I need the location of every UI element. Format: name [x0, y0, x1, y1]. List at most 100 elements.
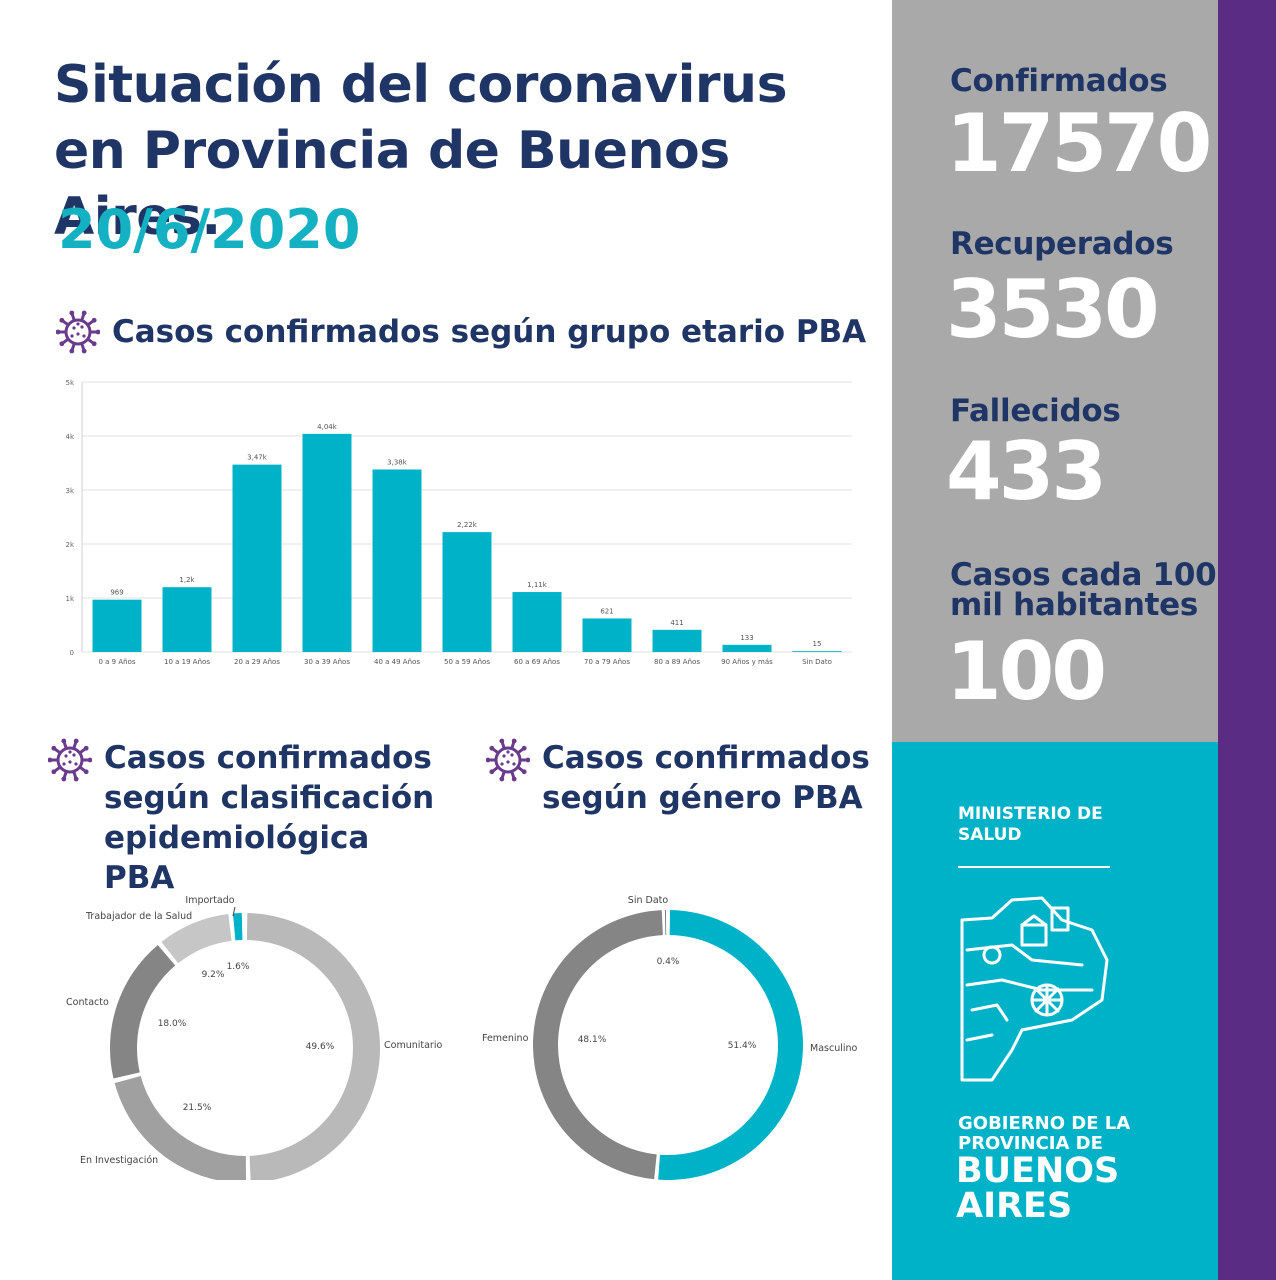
government-line3: BUENOS: [956, 1151, 1120, 1191]
donut-slice: [665, 910, 667, 936]
virus-spike-tip: [51, 745, 57, 751]
age-chart-heading: Casos confirmados según grupo etario PBA: [56, 310, 866, 354]
bar: [442, 532, 492, 652]
x-tick-label: 90 Años y más: [721, 658, 773, 666]
virus-spike-tip: [69, 310, 75, 316]
virus-dot: [82, 334, 86, 338]
virus-spike-tip: [87, 757, 92, 763]
virus-spike-tip: [511, 776, 517, 782]
virus-spike-tip: [83, 745, 89, 751]
slice-percent-label: 1.6%: [227, 962, 250, 972]
virus-spike-tip: [486, 757, 491, 763]
confirmed-label: Confirmados: [950, 63, 1168, 99]
slice-percent-label: 9.2%: [202, 970, 225, 980]
gender-chart-heading: Casos confirmados según género PBA: [486, 738, 872, 818]
confirmed-value: 17570: [946, 97, 1212, 190]
virus-dot: [64, 754, 68, 758]
x-tick-label: 40 a 49 Años: [374, 658, 420, 666]
x-tick-label: 50 a 59 Años: [444, 658, 490, 666]
age-chart-title: Casos confirmados según grupo etario PBA: [112, 314, 867, 350]
virus-spike-tip: [521, 745, 527, 751]
x-tick-label: 0 a 9 Años: [98, 658, 135, 666]
virus-dot: [70, 334, 74, 338]
slice-name-label: Contacto: [66, 997, 109, 1008]
ministry-label: MINISTERIO DE SALUD: [958, 804, 1103, 845]
virus-dot: [68, 750, 72, 754]
bar: [722, 644, 772, 652]
bar-value-label: 3,38k: [387, 458, 408, 466]
government-line4: AIRES: [956, 1186, 1073, 1226]
bar-value-label: 411: [670, 619, 683, 627]
virus-icon: [56, 310, 100, 354]
virus-spike-tip: [59, 341, 65, 347]
donut-slice: [114, 1076, 247, 1180]
x-tick-label: 70 a 79 Años: [584, 658, 630, 666]
x-tick-label: 20 a 29 Años: [234, 658, 280, 666]
bar-value-label: 2,22k: [457, 521, 478, 529]
bar: [512, 592, 562, 652]
y-tick-label: 2k: [65, 541, 74, 549]
virus-spike-tip: [83, 769, 89, 775]
virus-dot: [510, 753, 514, 757]
virus-icon: [48, 738, 92, 782]
slice-name-label: Femenino: [482, 1033, 529, 1044]
virus-spike-tip: [48, 757, 53, 763]
donut-slice: [246, 913, 380, 1180]
virus-spike-tip: [51, 769, 57, 775]
virus-dot: [72, 326, 76, 330]
government-line1: GOBIERNO DE LA: [958, 1113, 1131, 1134]
virus-dot: [506, 750, 510, 754]
virus-spike-tip: [61, 776, 67, 782]
leader-line: [232, 906, 236, 917]
government-line2: PROVINCIA DE: [958, 1133, 1103, 1154]
donut-slice: [110, 944, 176, 1079]
slice-name-label: Importado: [185, 895, 234, 906]
y-tick-label: 3k: [65, 487, 74, 495]
virus-spike-tip: [81, 348, 87, 354]
decorative-strip: [1218, 0, 1276, 1280]
slice-percent-label: 18.0%: [158, 1019, 187, 1029]
rate-value: 100: [946, 625, 1107, 718]
bar: [582, 618, 632, 652]
x-tick-label: 10 a 19 Años: [164, 658, 210, 666]
bar-value-label: 969: [110, 589, 123, 597]
x-tick-label: 80 a 89 Años: [654, 658, 700, 666]
donut-slice: [232, 913, 243, 941]
slice-name-label: En Investigación: [80, 1155, 158, 1166]
x-tick-label: 30 a 39 Años: [304, 658, 350, 666]
epidemiological-donut-chart: 49.6% Comunitario 21.5% En Investigación 18.…: [66, 895, 442, 1180]
y-tick-label: 5k: [65, 379, 74, 387]
x-tick-label: 60 a 69 Años: [514, 658, 560, 666]
virus-dot: [74, 762, 78, 766]
donut-slice: [161, 914, 232, 964]
slice-percent-label: 49.6%: [306, 1042, 335, 1052]
y-tick-label: 1k: [65, 595, 74, 603]
virus-spike-tip: [59, 317, 65, 323]
virus-spike-tip: [489, 769, 495, 775]
divider: [958, 866, 1110, 868]
bar-value-label: 3,47k: [247, 454, 268, 462]
slice-percent-label: 51.4%: [728, 1041, 757, 1051]
virus-spike-tip: [91, 317, 97, 323]
virus-dot: [506, 760, 510, 764]
virus-icon: [486, 738, 530, 782]
virus-dot: [72, 753, 76, 757]
x-tick-label: Sin Dato: [802, 658, 832, 666]
slice-name-label: Trabajador de la Salud: [85, 911, 192, 922]
virus-dot: [76, 322, 80, 326]
virus-spike-tip: [521, 769, 527, 775]
recovered-label: Recuperados: [950, 226, 1174, 262]
page-title: Situación del coronavirus en Provincia d…: [54, 55, 788, 247]
recovered-value: 3530: [946, 263, 1160, 356]
donut-slice: [658, 910, 803, 1180]
virus-spike-tip: [511, 738, 517, 744]
slice-percent-label: 21.5%: [183, 1103, 212, 1113]
bar-value-label: 1,2k: [179, 576, 195, 584]
virus-spike-tip: [499, 776, 505, 782]
virus-dot: [62, 762, 66, 766]
bar: [372, 469, 422, 652]
rate-label-line1: Casos cada 100: [950, 557, 1217, 593]
epi-chart-heading: Casos confirmados según clasificación ep…: [48, 738, 444, 898]
bar: [162, 587, 212, 652]
donut-slice: [533, 910, 663, 1180]
